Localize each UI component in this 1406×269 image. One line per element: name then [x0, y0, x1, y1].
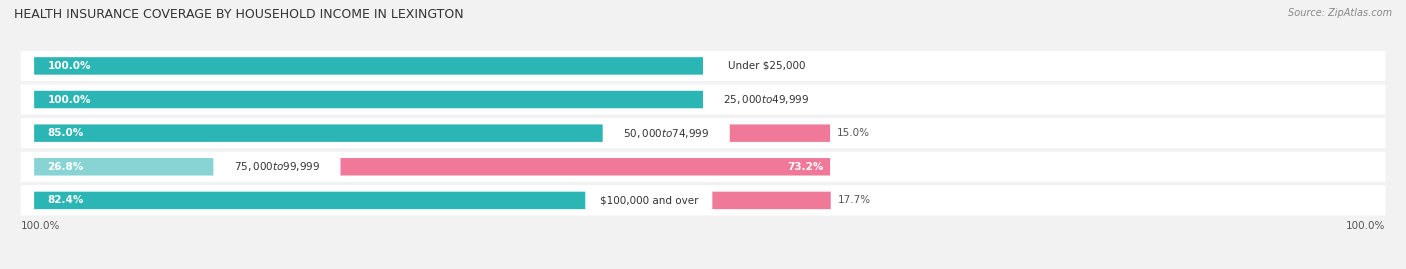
FancyBboxPatch shape — [340, 158, 830, 175]
FancyBboxPatch shape — [21, 118, 1385, 148]
FancyBboxPatch shape — [730, 124, 830, 142]
Text: 73.2%: 73.2% — [787, 162, 824, 172]
Text: 100.0%: 100.0% — [1346, 221, 1385, 231]
Text: Source: ZipAtlas.com: Source: ZipAtlas.com — [1288, 8, 1392, 18]
Text: 100.0%: 100.0% — [48, 94, 91, 105]
Text: 100.0%: 100.0% — [48, 61, 91, 71]
Text: $50,000 to $74,999: $50,000 to $74,999 — [623, 127, 710, 140]
FancyBboxPatch shape — [713, 192, 831, 209]
Text: 17.7%: 17.7% — [838, 195, 870, 206]
Text: $75,000 to $99,999: $75,000 to $99,999 — [233, 160, 321, 173]
FancyBboxPatch shape — [21, 84, 1385, 115]
Text: 26.8%: 26.8% — [48, 162, 84, 172]
Text: Under $25,000: Under $25,000 — [728, 61, 806, 71]
Text: HEALTH INSURANCE COVERAGE BY HOUSEHOLD INCOME IN LEXINGTON: HEALTH INSURANCE COVERAGE BY HOUSEHOLD I… — [14, 8, 464, 21]
Text: 85.0%: 85.0% — [48, 128, 84, 138]
Text: $100,000 and over: $100,000 and over — [599, 195, 697, 206]
FancyBboxPatch shape — [34, 57, 703, 75]
Text: 100.0%: 100.0% — [21, 221, 60, 231]
FancyBboxPatch shape — [34, 192, 585, 209]
Text: 82.4%: 82.4% — [48, 195, 84, 206]
FancyBboxPatch shape — [34, 91, 703, 108]
FancyBboxPatch shape — [21, 152, 1385, 182]
Text: $25,000 to $49,999: $25,000 to $49,999 — [723, 93, 810, 106]
Text: 15.0%: 15.0% — [837, 128, 870, 138]
FancyBboxPatch shape — [21, 185, 1385, 215]
FancyBboxPatch shape — [34, 124, 603, 142]
FancyBboxPatch shape — [34, 158, 214, 175]
FancyBboxPatch shape — [21, 51, 1385, 81]
